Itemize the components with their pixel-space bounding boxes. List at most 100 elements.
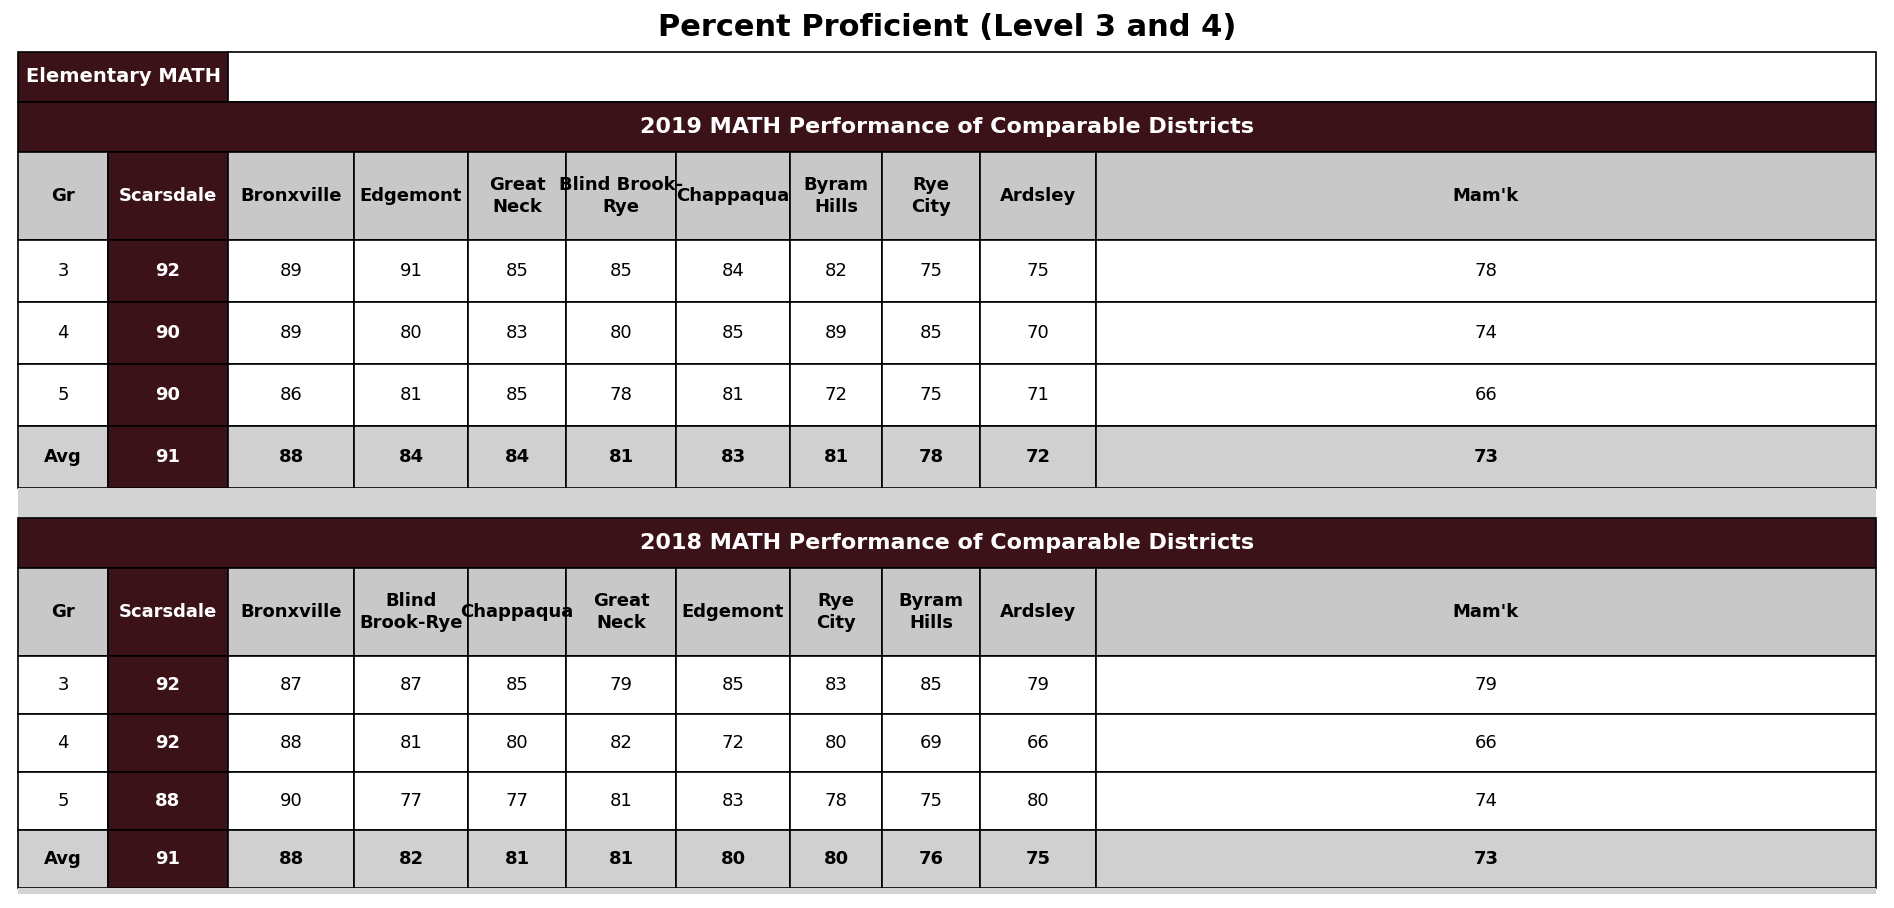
Text: 72: 72 <box>722 734 744 752</box>
Text: 77: 77 <box>400 792 422 810</box>
Text: 79: 79 <box>610 676 633 694</box>
Bar <box>676 714 790 772</box>
Text: 72: 72 <box>1025 448 1051 466</box>
Bar <box>354 426 468 488</box>
Bar <box>979 656 1097 714</box>
Bar <box>468 240 566 302</box>
Text: 87: 87 <box>280 676 303 694</box>
Bar <box>676 772 790 830</box>
Text: 85: 85 <box>506 262 528 280</box>
Text: 88: 88 <box>278 850 303 868</box>
Bar <box>676 302 790 364</box>
Bar <box>19 302 108 364</box>
Text: Elementary MATH: Elementary MATH <box>25 67 220 86</box>
Bar <box>790 772 883 830</box>
Bar <box>979 240 1097 302</box>
Bar <box>883 364 979 426</box>
Bar <box>1097 426 1875 488</box>
Bar <box>468 830 566 888</box>
Text: Ardsley: Ardsley <box>1000 603 1076 621</box>
Bar <box>19 364 108 426</box>
Bar <box>676 152 790 240</box>
Text: 5: 5 <box>57 792 68 810</box>
Bar <box>468 302 566 364</box>
Text: 88: 88 <box>278 448 303 466</box>
Bar <box>19 830 108 888</box>
Bar <box>979 568 1097 656</box>
Text: 92: 92 <box>155 734 180 752</box>
Text: 85: 85 <box>920 676 943 694</box>
Bar <box>227 240 354 302</box>
Bar <box>108 152 227 240</box>
Text: Avg: Avg <box>44 448 81 466</box>
Text: 81: 81 <box>608 448 634 466</box>
Text: 88: 88 <box>280 734 303 752</box>
Bar <box>566 772 676 830</box>
Bar <box>790 152 883 240</box>
Bar <box>227 302 354 364</box>
Bar <box>1097 772 1875 830</box>
Bar <box>979 714 1097 772</box>
Text: 81: 81 <box>608 850 634 868</box>
Text: 80: 80 <box>1027 792 1049 810</box>
Bar <box>566 714 676 772</box>
Bar <box>108 240 227 302</box>
Bar <box>354 772 468 830</box>
Text: 85: 85 <box>920 324 943 342</box>
Text: 71: 71 <box>1027 386 1049 404</box>
Text: 92: 92 <box>155 676 180 694</box>
Text: Avg: Avg <box>44 850 81 868</box>
Bar <box>108 656 227 714</box>
Text: 88: 88 <box>155 792 180 810</box>
Text: 87: 87 <box>400 676 422 694</box>
Text: 80: 80 <box>610 324 633 342</box>
Text: 89: 89 <box>824 324 847 342</box>
Text: 69: 69 <box>920 734 943 752</box>
Bar <box>108 830 227 888</box>
Bar <box>108 426 227 488</box>
Text: 75: 75 <box>1027 262 1049 280</box>
Text: 80: 80 <box>400 324 422 342</box>
Text: 80: 80 <box>720 850 746 868</box>
Bar <box>883 152 979 240</box>
Bar <box>354 302 468 364</box>
Bar <box>1097 568 1875 656</box>
Bar <box>354 656 468 714</box>
Text: 90: 90 <box>155 386 180 404</box>
Text: Great
Neck: Great Neck <box>593 592 650 632</box>
Bar <box>1097 714 1875 772</box>
Bar <box>883 714 979 772</box>
Text: 70: 70 <box>1027 324 1049 342</box>
Bar <box>19 568 108 656</box>
Bar <box>354 240 468 302</box>
Text: Rye
City: Rye City <box>911 176 951 216</box>
Bar <box>790 714 883 772</box>
Bar <box>19 240 108 302</box>
Bar <box>790 302 883 364</box>
Text: Rye
City: Rye City <box>816 592 856 632</box>
Bar <box>676 568 790 656</box>
Text: 75: 75 <box>919 386 943 404</box>
Text: Blind Brook-
Rye: Blind Brook- Rye <box>559 176 684 216</box>
Text: Byram
Hills: Byram Hills <box>898 592 964 632</box>
Text: Bronxville: Bronxville <box>241 187 341 205</box>
Text: Mam'k: Mam'k <box>1453 187 1519 205</box>
Text: 90: 90 <box>280 792 303 810</box>
Bar <box>354 152 468 240</box>
Text: 85: 85 <box>722 676 744 694</box>
Bar <box>676 830 790 888</box>
Text: 91: 91 <box>400 262 422 280</box>
Bar <box>19 656 108 714</box>
Bar <box>354 364 468 426</box>
Text: 66: 66 <box>1475 386 1498 404</box>
Bar <box>468 152 566 240</box>
Bar <box>979 302 1097 364</box>
Bar <box>468 656 566 714</box>
Text: 75: 75 <box>919 262 943 280</box>
Text: 2018 MATH Performance of Comparable Districts: 2018 MATH Performance of Comparable Dist… <box>640 533 1254 553</box>
Bar <box>19 102 1875 152</box>
Bar <box>19 714 108 772</box>
Bar <box>19 772 108 830</box>
Bar <box>19 888 1875 894</box>
Text: 81: 81 <box>824 448 849 466</box>
